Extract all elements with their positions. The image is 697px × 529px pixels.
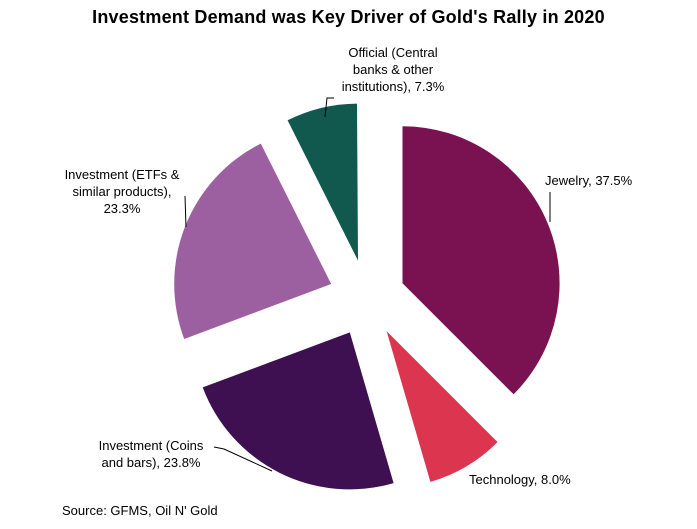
pie-slice-technology: [386, 331, 498, 482]
source-text: Source: GFMS, Oil N' Gold: [62, 503, 218, 518]
pie-slice-investment-coins-and-bars: [202, 332, 394, 490]
pie-slice-official-central-banks-other-institutions: [287, 103, 358, 261]
pie-slices: [174, 103, 560, 490]
slice-label-etf: Investment (ETFs & similar products), 23…: [64, 167, 180, 216]
slice-label-official: Official (Central banks & other institut…: [341, 45, 445, 94]
leader-line-etf: [184, 195, 187, 228]
slice-label-coins: Investment (Coins and bars), 23.8%: [98, 438, 204, 470]
slice-label-jewelry: Jewelry, 37.5%: [545, 173, 633, 188]
slice-label-technology: Technology, 8.0%: [469, 472, 571, 487]
leader-line-official: [324, 97, 334, 118]
pie-slice-investment-etfs-similar-products: [174, 143, 332, 339]
leader-lines: [184, 97, 551, 472]
leader-line-coins: [213, 446, 273, 472]
chart-title: Investment Demand was Key Driver of Gold…: [92, 7, 605, 27]
pie-slice-jewelry: [402, 126, 560, 395]
